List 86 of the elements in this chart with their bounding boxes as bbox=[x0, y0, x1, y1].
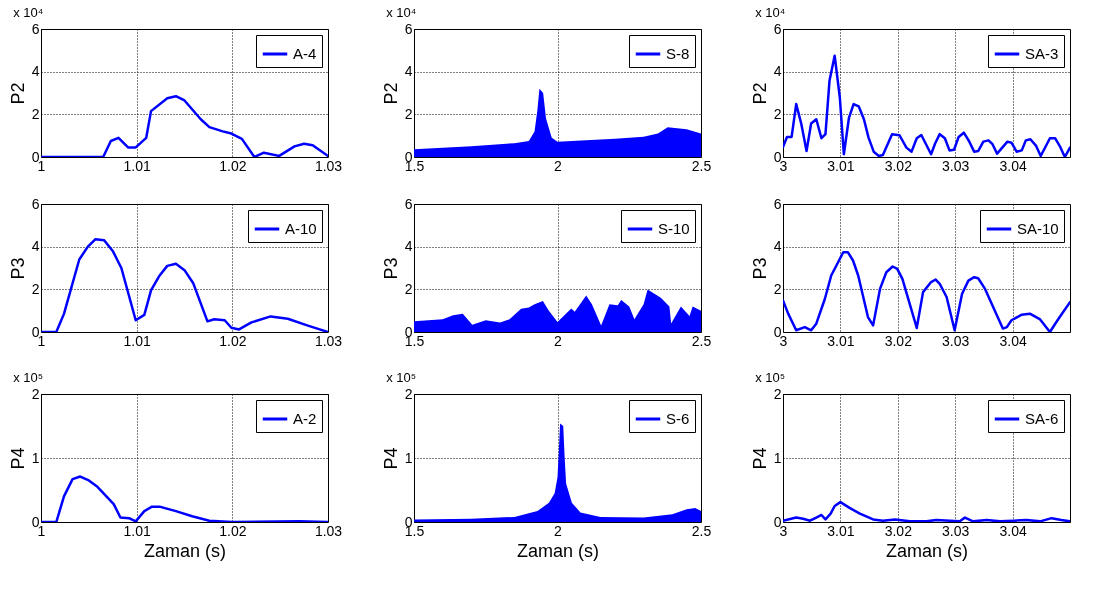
line-series bbox=[41, 237, 328, 332]
y-tick-label: 2 bbox=[404, 385, 413, 402]
y-tick-label: 0 bbox=[31, 323, 40, 340]
y-axis-title: P2 bbox=[749, 82, 770, 105]
legend-label: SA-3 bbox=[1025, 45, 1059, 62]
y-tick-label: 1 bbox=[31, 449, 40, 466]
y-tick-label: 1 bbox=[404, 449, 413, 466]
y-tick-label: 2 bbox=[404, 280, 413, 297]
y-tick-label: 1 bbox=[773, 449, 782, 466]
y-tick-label: 4 bbox=[773, 63, 782, 80]
y-tick-label: 6 bbox=[404, 20, 413, 37]
y-tick-label: 4 bbox=[404, 238, 413, 255]
y-tick-label: 4 bbox=[31, 238, 40, 255]
x-tick-label: 3.03 bbox=[942, 157, 970, 174]
y-axis-title: P2 bbox=[7, 82, 28, 105]
y-tick-label: 2 bbox=[773, 385, 782, 402]
text: x 10⁴ bbox=[755, 5, 786, 20]
x-tick-label: 1.02 bbox=[219, 157, 247, 174]
line-series bbox=[41, 94, 328, 157]
x-tick-label: 2.5 bbox=[691, 332, 712, 349]
y-axis-title: P4 bbox=[380, 447, 401, 470]
x-tick-label: 3.01 bbox=[827, 522, 855, 539]
legend-label: A-10 bbox=[285, 220, 317, 237]
x-axis-title: Zaman (s) bbox=[143, 540, 227, 561]
x-tick-label: 1.02 bbox=[219, 332, 247, 349]
x-tick-label: 1.01 bbox=[123, 157, 151, 174]
x-tick-label: 3.02 bbox=[884, 332, 913, 349]
x-tick-label: 3.01 bbox=[827, 157, 855, 174]
y-axis-title: P2 bbox=[380, 82, 401, 105]
x-tick-label: 3.01 bbox=[827, 332, 855, 349]
y-tick-label: 0 bbox=[31, 513, 40, 530]
x-tick-label: 3.03 bbox=[942, 332, 970, 349]
x-tick-label: 2 bbox=[554, 332, 563, 349]
x-tick-label: 3.02 bbox=[884, 157, 913, 174]
y-tick-label: 4 bbox=[31, 63, 40, 80]
x-tick-label: 3.02 bbox=[884, 522, 913, 539]
y-axis-title: P3 bbox=[749, 257, 770, 280]
text: x 10⁴ bbox=[13, 5, 44, 20]
y-tick-label: 6 bbox=[404, 195, 413, 212]
legend-label: SA-6 bbox=[1025, 410, 1059, 427]
x-tick-label: 2.5 bbox=[691, 157, 712, 174]
text: x 10⁵ bbox=[13, 370, 44, 385]
y-tick-label: 6 bbox=[31, 20, 40, 37]
x-tick-label: 1.01 bbox=[123, 522, 151, 539]
line-series bbox=[41, 475, 328, 522]
x-axis-title: Zaman (s) bbox=[516, 540, 600, 561]
y-axis-title: P3 bbox=[380, 257, 401, 280]
x-axis-title: Zaman (s) bbox=[885, 540, 969, 561]
y-tick-label: 2 bbox=[31, 385, 40, 402]
y-tick-label: 4 bbox=[404, 63, 413, 80]
text: x 10⁵ bbox=[386, 370, 417, 385]
line-series bbox=[783, 500, 1070, 522]
text: x 10⁵ bbox=[755, 370, 786, 385]
legend-label: S-8 bbox=[666, 45, 690, 62]
y-axis-title: P4 bbox=[749, 447, 770, 470]
x-tick-label: 1.03 bbox=[314, 522, 343, 539]
x-tick-label: 2 bbox=[554, 522, 563, 539]
y-tick-label: 2 bbox=[31, 280, 40, 297]
x-tick-label: 3.04 bbox=[999, 522, 1027, 539]
y-tick-label: 6 bbox=[31, 195, 40, 212]
x-tick-label: 3.04 bbox=[999, 157, 1027, 174]
y-tick-label: 2 bbox=[773, 280, 782, 297]
y-tick-label: 2 bbox=[404, 105, 413, 122]
y-tick-label: 0 bbox=[31, 148, 40, 165]
y-tick-label: 4 bbox=[773, 238, 782, 255]
legend-label: S-6 bbox=[666, 410, 690, 427]
x-tick-label: 2 bbox=[554, 157, 563, 174]
legend-label: A-2 bbox=[293, 410, 317, 427]
legend-label: SA-10 bbox=[1017, 220, 1059, 237]
x-tick-label: 1.03 bbox=[314, 157, 343, 174]
x-tick-label: 1.02 bbox=[219, 522, 247, 539]
x-tick-label: 1.01 bbox=[123, 332, 151, 349]
legend-label: A-4 bbox=[293, 45, 317, 62]
x-tick-label: 3.03 bbox=[942, 522, 970, 539]
y-tick-label: 2 bbox=[773, 105, 782, 122]
line-series bbox=[783, 250, 1070, 332]
text: x 10⁴ bbox=[386, 5, 417, 20]
legend-label: S-10 bbox=[658, 220, 690, 237]
x-tick-label: 3.04 bbox=[999, 332, 1027, 349]
y-axis-title: P3 bbox=[7, 257, 28, 280]
x-tick-label: 2.5 bbox=[691, 522, 712, 539]
y-tick-label: 2 bbox=[31, 105, 40, 122]
y-tick-label: 6 bbox=[773, 195, 782, 212]
x-tick-label: 1.03 bbox=[314, 332, 343, 349]
y-axis-title: P4 bbox=[7, 447, 28, 470]
y-tick-label: 6 bbox=[773, 20, 782, 37]
